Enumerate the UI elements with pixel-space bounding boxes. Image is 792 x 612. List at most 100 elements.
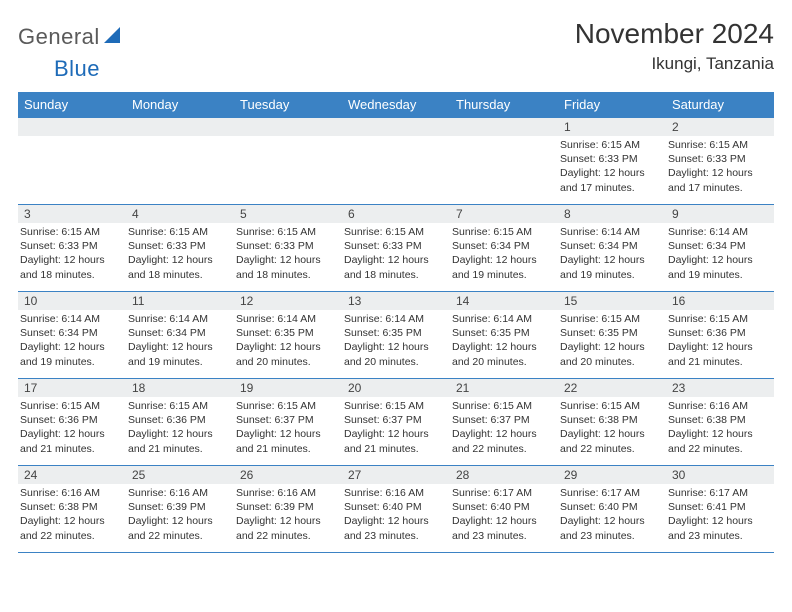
sunset-text: Sunset: 6:37 PM (452, 413, 554, 427)
day-cell: 27Sunrise: 6:16 AMSunset: 6:40 PMDayligh… (342, 466, 450, 552)
day-cell: 11Sunrise: 6:14 AMSunset: 6:34 PMDayligh… (126, 292, 234, 378)
sunrise-text: Sunrise: 6:15 AM (344, 225, 446, 239)
daylight-text: Daylight: 12 hours and 21 minutes. (668, 340, 770, 368)
day-cell: 28Sunrise: 6:17 AMSunset: 6:40 PMDayligh… (450, 466, 558, 552)
day-info: Sunrise: 6:14 AMSunset: 6:35 PMDaylight:… (450, 310, 558, 371)
sunset-text: Sunset: 6:33 PM (20, 239, 122, 253)
day-number: 2 (666, 118, 774, 136)
daylight-text: Daylight: 12 hours and 18 minutes. (344, 253, 446, 281)
empty-day (126, 118, 234, 136)
sunrise-text: Sunrise: 6:15 AM (20, 399, 122, 413)
day-number: 19 (234, 379, 342, 397)
sunrise-text: Sunrise: 6:15 AM (668, 312, 770, 326)
sunset-text: Sunset: 6:35 PM (452, 326, 554, 340)
day-info: Sunrise: 6:17 AMSunset: 6:41 PMDaylight:… (666, 484, 774, 545)
daylight-text: Daylight: 12 hours and 18 minutes. (128, 253, 230, 281)
sunrise-text: Sunrise: 6:15 AM (560, 399, 662, 413)
day-info: Sunrise: 6:14 AMSunset: 6:34 PMDaylight:… (558, 223, 666, 284)
daylight-text: Daylight: 12 hours and 21 minutes. (344, 427, 446, 455)
sunrise-text: Sunrise: 6:17 AM (452, 486, 554, 500)
daylight-text: Daylight: 12 hours and 20 minutes. (452, 340, 554, 368)
day-number: 29 (558, 466, 666, 484)
sunrise-text: Sunrise: 6:16 AM (128, 486, 230, 500)
day-info: Sunrise: 6:16 AMSunset: 6:38 PMDaylight:… (18, 484, 126, 545)
daylight-text: Daylight: 12 hours and 22 minutes. (236, 514, 338, 542)
day-cell: 9Sunrise: 6:14 AMSunset: 6:34 PMDaylight… (666, 205, 774, 291)
sunset-text: Sunset: 6:39 PM (128, 500, 230, 514)
daylight-text: Daylight: 12 hours and 18 minutes. (236, 253, 338, 281)
daylight-text: Daylight: 12 hours and 23 minutes. (344, 514, 446, 542)
sunset-text: Sunset: 6:34 PM (668, 239, 770, 253)
sunset-text: Sunset: 6:41 PM (668, 500, 770, 514)
day-number: 28 (450, 466, 558, 484)
day-number: 24 (18, 466, 126, 484)
week-row: 24Sunrise: 6:16 AMSunset: 6:38 PMDayligh… (18, 465, 774, 553)
sunrise-text: Sunrise: 6:17 AM (668, 486, 770, 500)
sunset-text: Sunset: 6:34 PM (20, 326, 122, 340)
sunrise-text: Sunrise: 6:15 AM (668, 138, 770, 152)
day-cell: 10Sunrise: 6:14 AMSunset: 6:34 PMDayligh… (18, 292, 126, 378)
day-info: Sunrise: 6:15 AMSunset: 6:37 PMDaylight:… (342, 397, 450, 458)
daylight-text: Daylight: 12 hours and 23 minutes. (560, 514, 662, 542)
day-cell: 20Sunrise: 6:15 AMSunset: 6:37 PMDayligh… (342, 379, 450, 465)
empty-day (450, 118, 558, 136)
day-cell: 19Sunrise: 6:15 AMSunset: 6:37 PMDayligh… (234, 379, 342, 465)
day-info: Sunrise: 6:15 AMSunset: 6:37 PMDaylight:… (450, 397, 558, 458)
sunrise-text: Sunrise: 6:14 AM (344, 312, 446, 326)
day-cell: 24Sunrise: 6:16 AMSunset: 6:38 PMDayligh… (18, 466, 126, 552)
sunset-text: Sunset: 6:38 PM (560, 413, 662, 427)
day-info: Sunrise: 6:15 AMSunset: 6:34 PMDaylight:… (450, 223, 558, 284)
day-cell: 5Sunrise: 6:15 AMSunset: 6:33 PMDaylight… (234, 205, 342, 291)
day-number: 22 (558, 379, 666, 397)
day-cell (342, 118, 450, 204)
sunrise-text: Sunrise: 6:15 AM (344, 399, 446, 413)
day-number: 6 (342, 205, 450, 223)
day-info: Sunrise: 6:16 AMSunset: 6:39 PMDaylight:… (234, 484, 342, 545)
day-info: Sunrise: 6:14 AMSunset: 6:35 PMDaylight:… (234, 310, 342, 371)
day-info: Sunrise: 6:15 AMSunset: 6:33 PMDaylight:… (234, 223, 342, 284)
day-info: Sunrise: 6:14 AMSunset: 6:34 PMDaylight:… (126, 310, 234, 371)
sunrise-text: Sunrise: 6:14 AM (452, 312, 554, 326)
daylight-text: Daylight: 12 hours and 22 minutes. (20, 514, 122, 542)
empty-day (234, 118, 342, 136)
daylight-text: Daylight: 12 hours and 20 minutes. (236, 340, 338, 368)
sunset-text: Sunset: 6:33 PM (128, 239, 230, 253)
day-info: Sunrise: 6:15 AMSunset: 6:36 PMDaylight:… (666, 310, 774, 371)
sunrise-text: Sunrise: 6:14 AM (236, 312, 338, 326)
day-info: Sunrise: 6:14 AMSunset: 6:34 PMDaylight:… (18, 310, 126, 371)
day-cell: 13Sunrise: 6:14 AMSunset: 6:35 PMDayligh… (342, 292, 450, 378)
day-number: 20 (342, 379, 450, 397)
daylight-text: Daylight: 12 hours and 19 minutes. (560, 253, 662, 281)
sunrise-text: Sunrise: 6:14 AM (668, 225, 770, 239)
daylight-text: Daylight: 12 hours and 18 minutes. (20, 253, 122, 281)
sunset-text: Sunset: 6:33 PM (668, 152, 770, 166)
sunset-text: Sunset: 6:37 PM (236, 413, 338, 427)
daylight-text: Daylight: 12 hours and 20 minutes. (560, 340, 662, 368)
day-cell: 16Sunrise: 6:15 AMSunset: 6:36 PMDayligh… (666, 292, 774, 378)
day-cell: 6Sunrise: 6:15 AMSunset: 6:33 PMDaylight… (342, 205, 450, 291)
sunrise-text: Sunrise: 6:15 AM (452, 225, 554, 239)
day-number: 10 (18, 292, 126, 310)
day-info: Sunrise: 6:14 AMSunset: 6:35 PMDaylight:… (342, 310, 450, 371)
daylight-text: Daylight: 12 hours and 22 minutes. (128, 514, 230, 542)
day-cell: 3Sunrise: 6:15 AMSunset: 6:33 PMDaylight… (18, 205, 126, 291)
day-number: 13 (342, 292, 450, 310)
sunset-text: Sunset: 6:35 PM (344, 326, 446, 340)
day-info: Sunrise: 6:14 AMSunset: 6:34 PMDaylight:… (666, 223, 774, 284)
day-info: Sunrise: 6:16 AMSunset: 6:39 PMDaylight:… (126, 484, 234, 545)
day-cell: 26Sunrise: 6:16 AMSunset: 6:39 PMDayligh… (234, 466, 342, 552)
sunrise-text: Sunrise: 6:17 AM (560, 486, 662, 500)
day-info: Sunrise: 6:15 AMSunset: 6:33 PMDaylight:… (666, 136, 774, 197)
day-info: Sunrise: 6:15 AMSunset: 6:33 PMDaylight:… (342, 223, 450, 284)
sunrise-text: Sunrise: 6:16 AM (668, 399, 770, 413)
weekday-header: Thursday (450, 92, 558, 117)
day-cell: 7Sunrise: 6:15 AMSunset: 6:34 PMDaylight… (450, 205, 558, 291)
sunrise-text: Sunrise: 6:15 AM (560, 312, 662, 326)
day-cell (18, 118, 126, 204)
sunset-text: Sunset: 6:40 PM (452, 500, 554, 514)
day-cell: 25Sunrise: 6:16 AMSunset: 6:39 PMDayligh… (126, 466, 234, 552)
daylight-text: Daylight: 12 hours and 23 minutes. (668, 514, 770, 542)
sunrise-text: Sunrise: 6:16 AM (236, 486, 338, 500)
day-info: Sunrise: 6:15 AMSunset: 6:36 PMDaylight:… (18, 397, 126, 458)
sunset-text: Sunset: 6:35 PM (560, 326, 662, 340)
